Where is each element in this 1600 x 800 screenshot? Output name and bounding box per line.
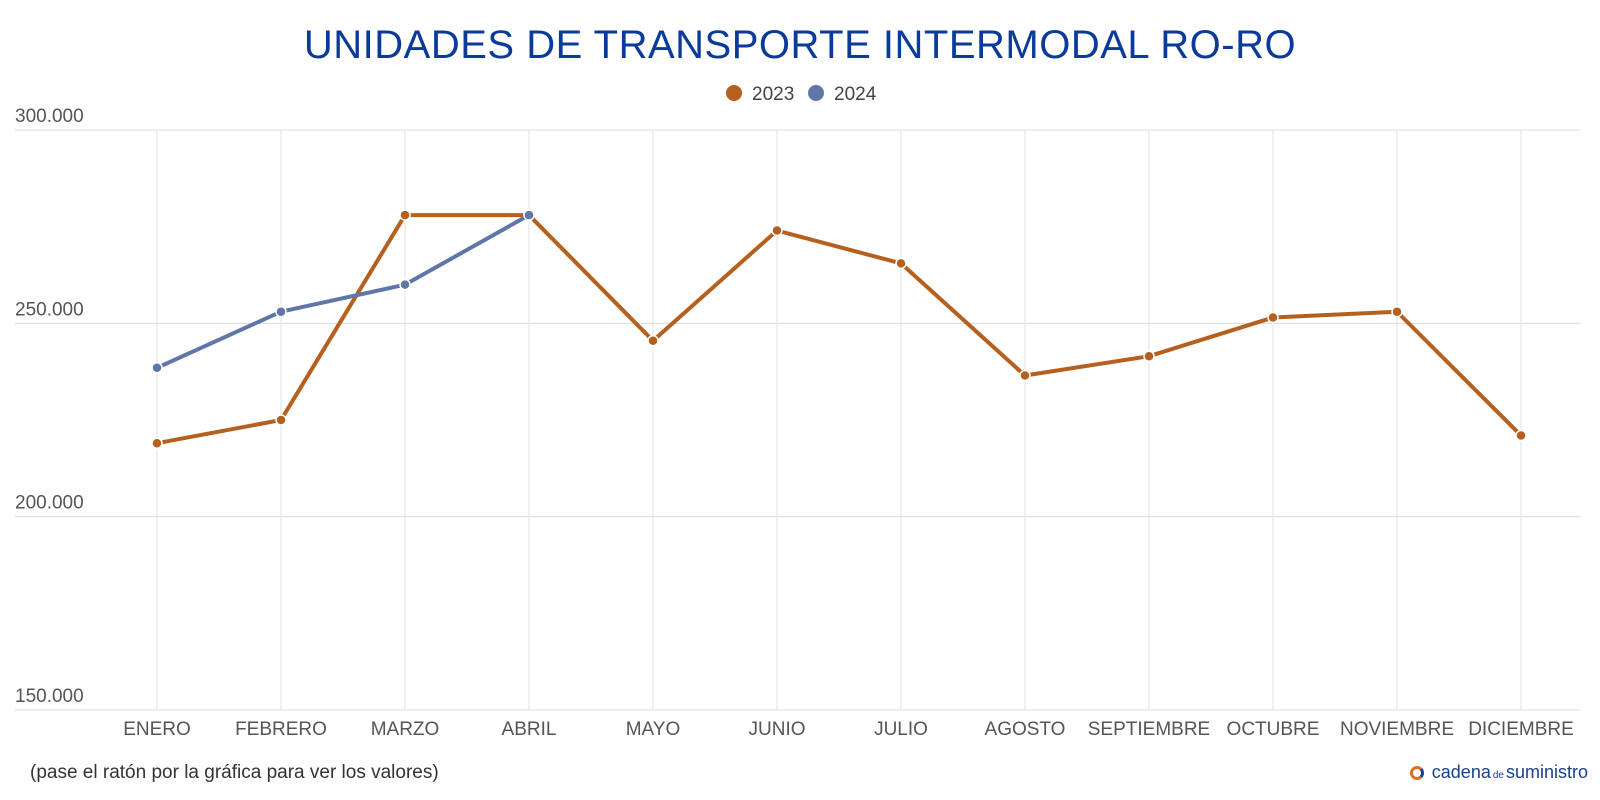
data-point-2023-diciembre[interactable] — [1515, 429, 1527, 442]
series-line-2023[interactable] — [155, 213, 1523, 446]
data-point-2023-septiembre[interactable] — [1143, 350, 1155, 362]
x-tick-label: OCTUBRE — [1227, 719, 1320, 740]
x-tick-label: SEPTIEMBRE — [1088, 719, 1210, 740]
y-tick-label: 200.000 — [15, 493, 84, 514]
x-tick-label: MAYO — [626, 719, 681, 740]
legend-label-2024[interactable]: 2024 — [834, 84, 877, 105]
data-point-2024-abril[interactable] — [523, 209, 535, 221]
data-point-2023-agosto[interactable] — [1019, 369, 1031, 382]
data-point-2023-febrero[interactable] — [275, 414, 287, 426]
data-point-2023-junio[interactable] — [771, 224, 783, 237]
hover-hint: (pase el ratón por la gráfica para ver l… — [30, 762, 439, 783]
data-point-2024-marzo[interactable] — [399, 278, 411, 291]
series-line-2024[interactable] — [155, 213, 531, 370]
brand-logo[interactable]: cadena de suministro — [1409, 762, 1588, 783]
legend-label-2023[interactable]: 2023 — [752, 84, 794, 105]
x-tick-label: ABRIL — [502, 719, 557, 740]
x-tick-label: NOVIEMBRE — [1340, 719, 1454, 740]
legend-marker-2023[interactable] — [726, 85, 742, 101]
x-tick-label: DICIEMBRE — [1468, 719, 1574, 740]
legend-marker-2024[interactable] — [808, 85, 824, 101]
grid — [15, 129, 1580, 711]
x-tick-label: FEBRERO — [235, 719, 327, 740]
data-point-2023-noviembre[interactable] — [1391, 305, 1403, 318]
brand-cadena: cadena — [1431, 762, 1491, 782]
x-tick-label: JULIO — [874, 719, 928, 740]
brand-logo-icon — [1409, 766, 1424, 780]
x-tick-label: MARZO — [371, 719, 440, 740]
x-tick-label: ENERO — [123, 719, 191, 740]
y-tick-label: 250.000 — [15, 299, 84, 320]
data-point-2023-mayo[interactable] — [647, 334, 659, 347]
y-tick-label: 300.000 — [15, 106, 84, 127]
brand-de: de — [1492, 770, 1504, 781]
data-point-2023-marzo[interactable] — [399, 209, 411, 221]
data-point-2023-julio[interactable] — [895, 257, 907, 270]
legend: 2023 2024 — [726, 84, 877, 105]
x-tick-label: JUNIO — [749, 719, 806, 740]
data-point-2023-enero[interactable] — [151, 437, 163, 449]
brand-suministro: suministro — [1505, 762, 1588, 782]
series-layer[interactable] — [151, 209, 1527, 449]
chart-title: UNIDADES DE TRANSPORTE INTERMODAL RO-RO — [304, 23, 1296, 67]
data-point-2024-febrero[interactable] — [275, 305, 287, 318]
y-axis: 150.000 200.000 250.000 300.000 — [15, 106, 84, 707]
data-point-2023-octubre[interactable] — [1267, 311, 1279, 324]
x-axis: ENERO FEBRERO MARZO ABRIL MAYO JUNIO JULIO AGOS… — [123, 719, 1574, 740]
y-tick-label: 150.000 — [15, 686, 84, 707]
data-point-2024-enero[interactable] — [151, 362, 163, 374]
x-tick-label: AGOSTO — [985, 719, 1066, 740]
